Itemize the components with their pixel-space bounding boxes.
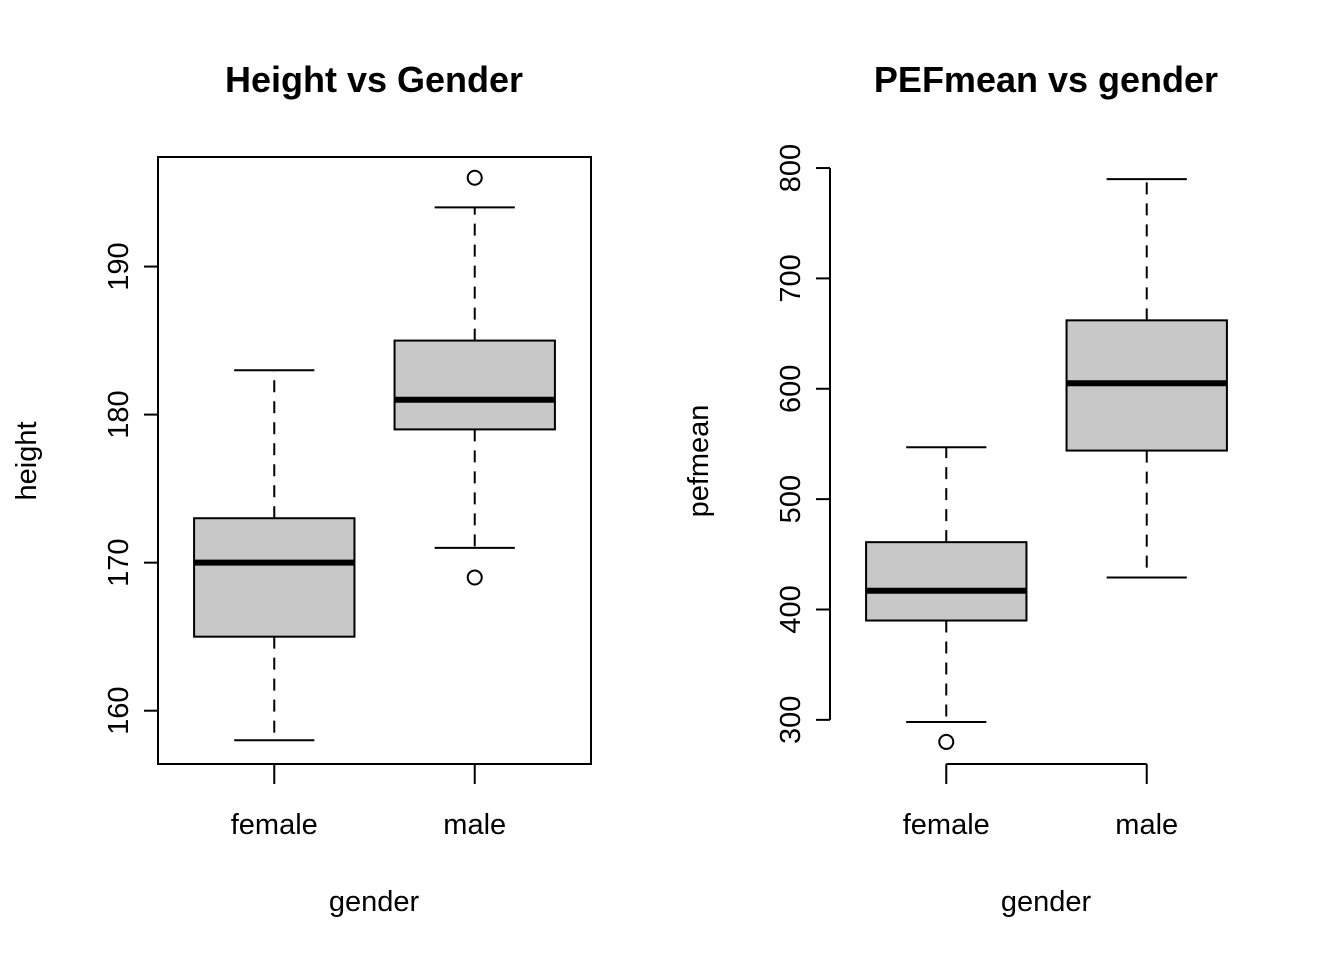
height-vs-gender-panel: Height vs Gender gender height 160 170 180… [11, 59, 592, 918]
box-male [393, 169, 556, 586]
y-tick-label: 400 [775, 585, 807, 633]
y-tick-label: 190 [103, 242, 135, 290]
outlier-point [466, 569, 483, 586]
boxes [865, 178, 1228, 750]
y-tick-label: 160 [103, 687, 135, 735]
y-tick-label: 300 [775, 696, 807, 744]
x-axis: female male [903, 763, 1178, 841]
y-axis: 160 170 180 190 [103, 242, 158, 735]
box-female [865, 446, 1028, 750]
x-tick-label-male: male [1115, 809, 1178, 841]
y-tick-label: 800 [775, 144, 807, 192]
x-axis: female male [231, 764, 506, 841]
x-axis-label: gender [1001, 886, 1092, 918]
x-tick-label-female: female [903, 809, 990, 841]
iqr-box [393, 339, 556, 431]
y-tick-label: 180 [103, 390, 135, 438]
box-male [1065, 178, 1228, 579]
x-tick-label-male: male [443, 809, 506, 841]
iqr-box [193, 517, 356, 638]
y-tick-label: 600 [775, 365, 807, 413]
x-axis-label: gender [329, 886, 420, 918]
y-tick-label: 500 [775, 475, 807, 523]
pefmean-vs-gender-panel: PEFmean vs gender gender pefmean 300 400 5… [683, 59, 1228, 918]
chart-title: Height vs Gender [225, 59, 523, 100]
chart-title: PEFmean vs gender [874, 59, 1218, 100]
y-axis-label: pefmean [683, 405, 715, 518]
outlier-point [938, 733, 955, 750]
y-axis: 300 400 500 600 700 800 [775, 144, 831, 744]
x-tick-label-female: female [231, 809, 318, 841]
y-tick-label: 700 [775, 254, 807, 302]
y-tick-label: 170 [103, 538, 135, 586]
outlier-point [466, 169, 483, 186]
iqr-box [865, 541, 1028, 622]
boxes [193, 169, 556, 742]
box-female [193, 369, 356, 742]
plot-frame [157, 156, 592, 765]
y-axis-label: height [11, 421, 43, 500]
